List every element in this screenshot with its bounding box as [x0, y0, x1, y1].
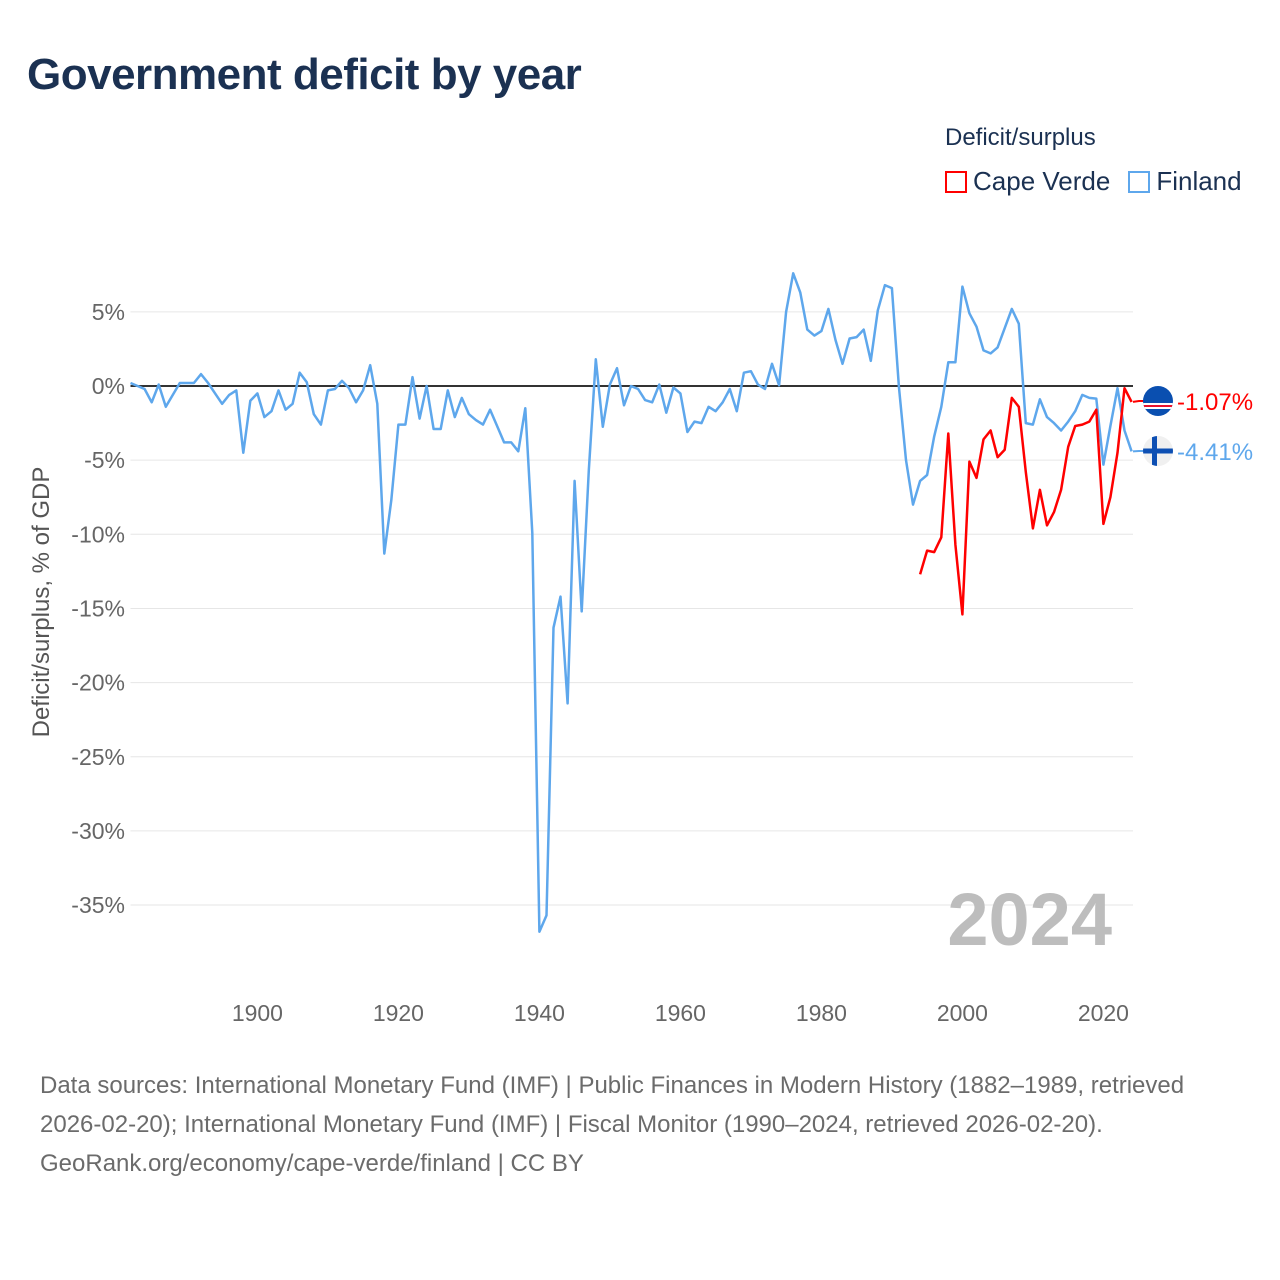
flag-cross-h [1143, 448, 1173, 454]
y-tick-label: -30% [71, 818, 125, 844]
chart-title: Government deficit by year [27, 50, 582, 99]
flag-finland-icon [1143, 436, 1173, 466]
legend-item-cape-verde[interactable]: Cape Verde [945, 166, 1110, 197]
x-tick-label: 1980 [796, 1000, 847, 1026]
footer: Data sources: International Monetary Fun… [40, 1066, 1240, 1183]
flag-body [1143, 436, 1173, 466]
y-tick-label: -15% [71, 595, 125, 621]
y-tick-label: -25% [71, 744, 125, 770]
x-tick-label: 1900 [232, 1000, 283, 1026]
legend-item-finland[interactable]: Finland [1128, 166, 1242, 197]
flag-cape-verde-icon [1143, 386, 1173, 416]
y-tick-label: -10% [71, 521, 125, 547]
end-value-label-cape-verde: -1.07% [1177, 389, 1253, 416]
y-axis-label: Deficit/surplus, % of GDP [28, 466, 55, 738]
x-tick-label: 1960 [655, 1000, 706, 1026]
x-tick-label: 1940 [514, 1000, 565, 1026]
series-line-finland [130, 272, 1133, 933]
credit-link[interactable]: GeoRank.org/economy/cape-verde/finland |… [40, 1150, 584, 1177]
flag-body [1143, 386, 1173, 416]
x-tick-label: 2020 [1078, 1000, 1129, 1026]
year-watermark: 2024 [947, 878, 1112, 961]
flag-cross-v [1152, 436, 1157, 466]
y-tick-label: 0% [92, 373, 125, 399]
legend-swatch-finland [1128, 170, 1151, 193]
y-tick-label: -5% [84, 447, 125, 473]
series-line-cape-verde [918, 386, 1133, 616]
legend: Cape Verde Finland [945, 166, 1242, 197]
x-tick-label: 1920 [373, 1000, 424, 1026]
y-tick-label: -20% [71, 670, 125, 696]
y-tick-label: -35% [71, 892, 125, 918]
legend-swatch-cape-verde [945, 170, 967, 193]
flag-bg [1143, 386, 1173, 416]
flag-stripe-red [1143, 405, 1173, 407]
legend-title: Deficit/surplus [945, 124, 1096, 151]
x-tick-label: 2000 [937, 1000, 988, 1026]
data-sources: Data sources: International Monetary Fun… [40, 1072, 1185, 1138]
end-value-label-finland: -4.41% [1177, 439, 1253, 466]
y-tick-label: 5% [92, 299, 125, 325]
legend-label-finland: Finland [1156, 166, 1242, 196]
legend-label-cape-verde: Cape Verde [973, 166, 1111, 196]
